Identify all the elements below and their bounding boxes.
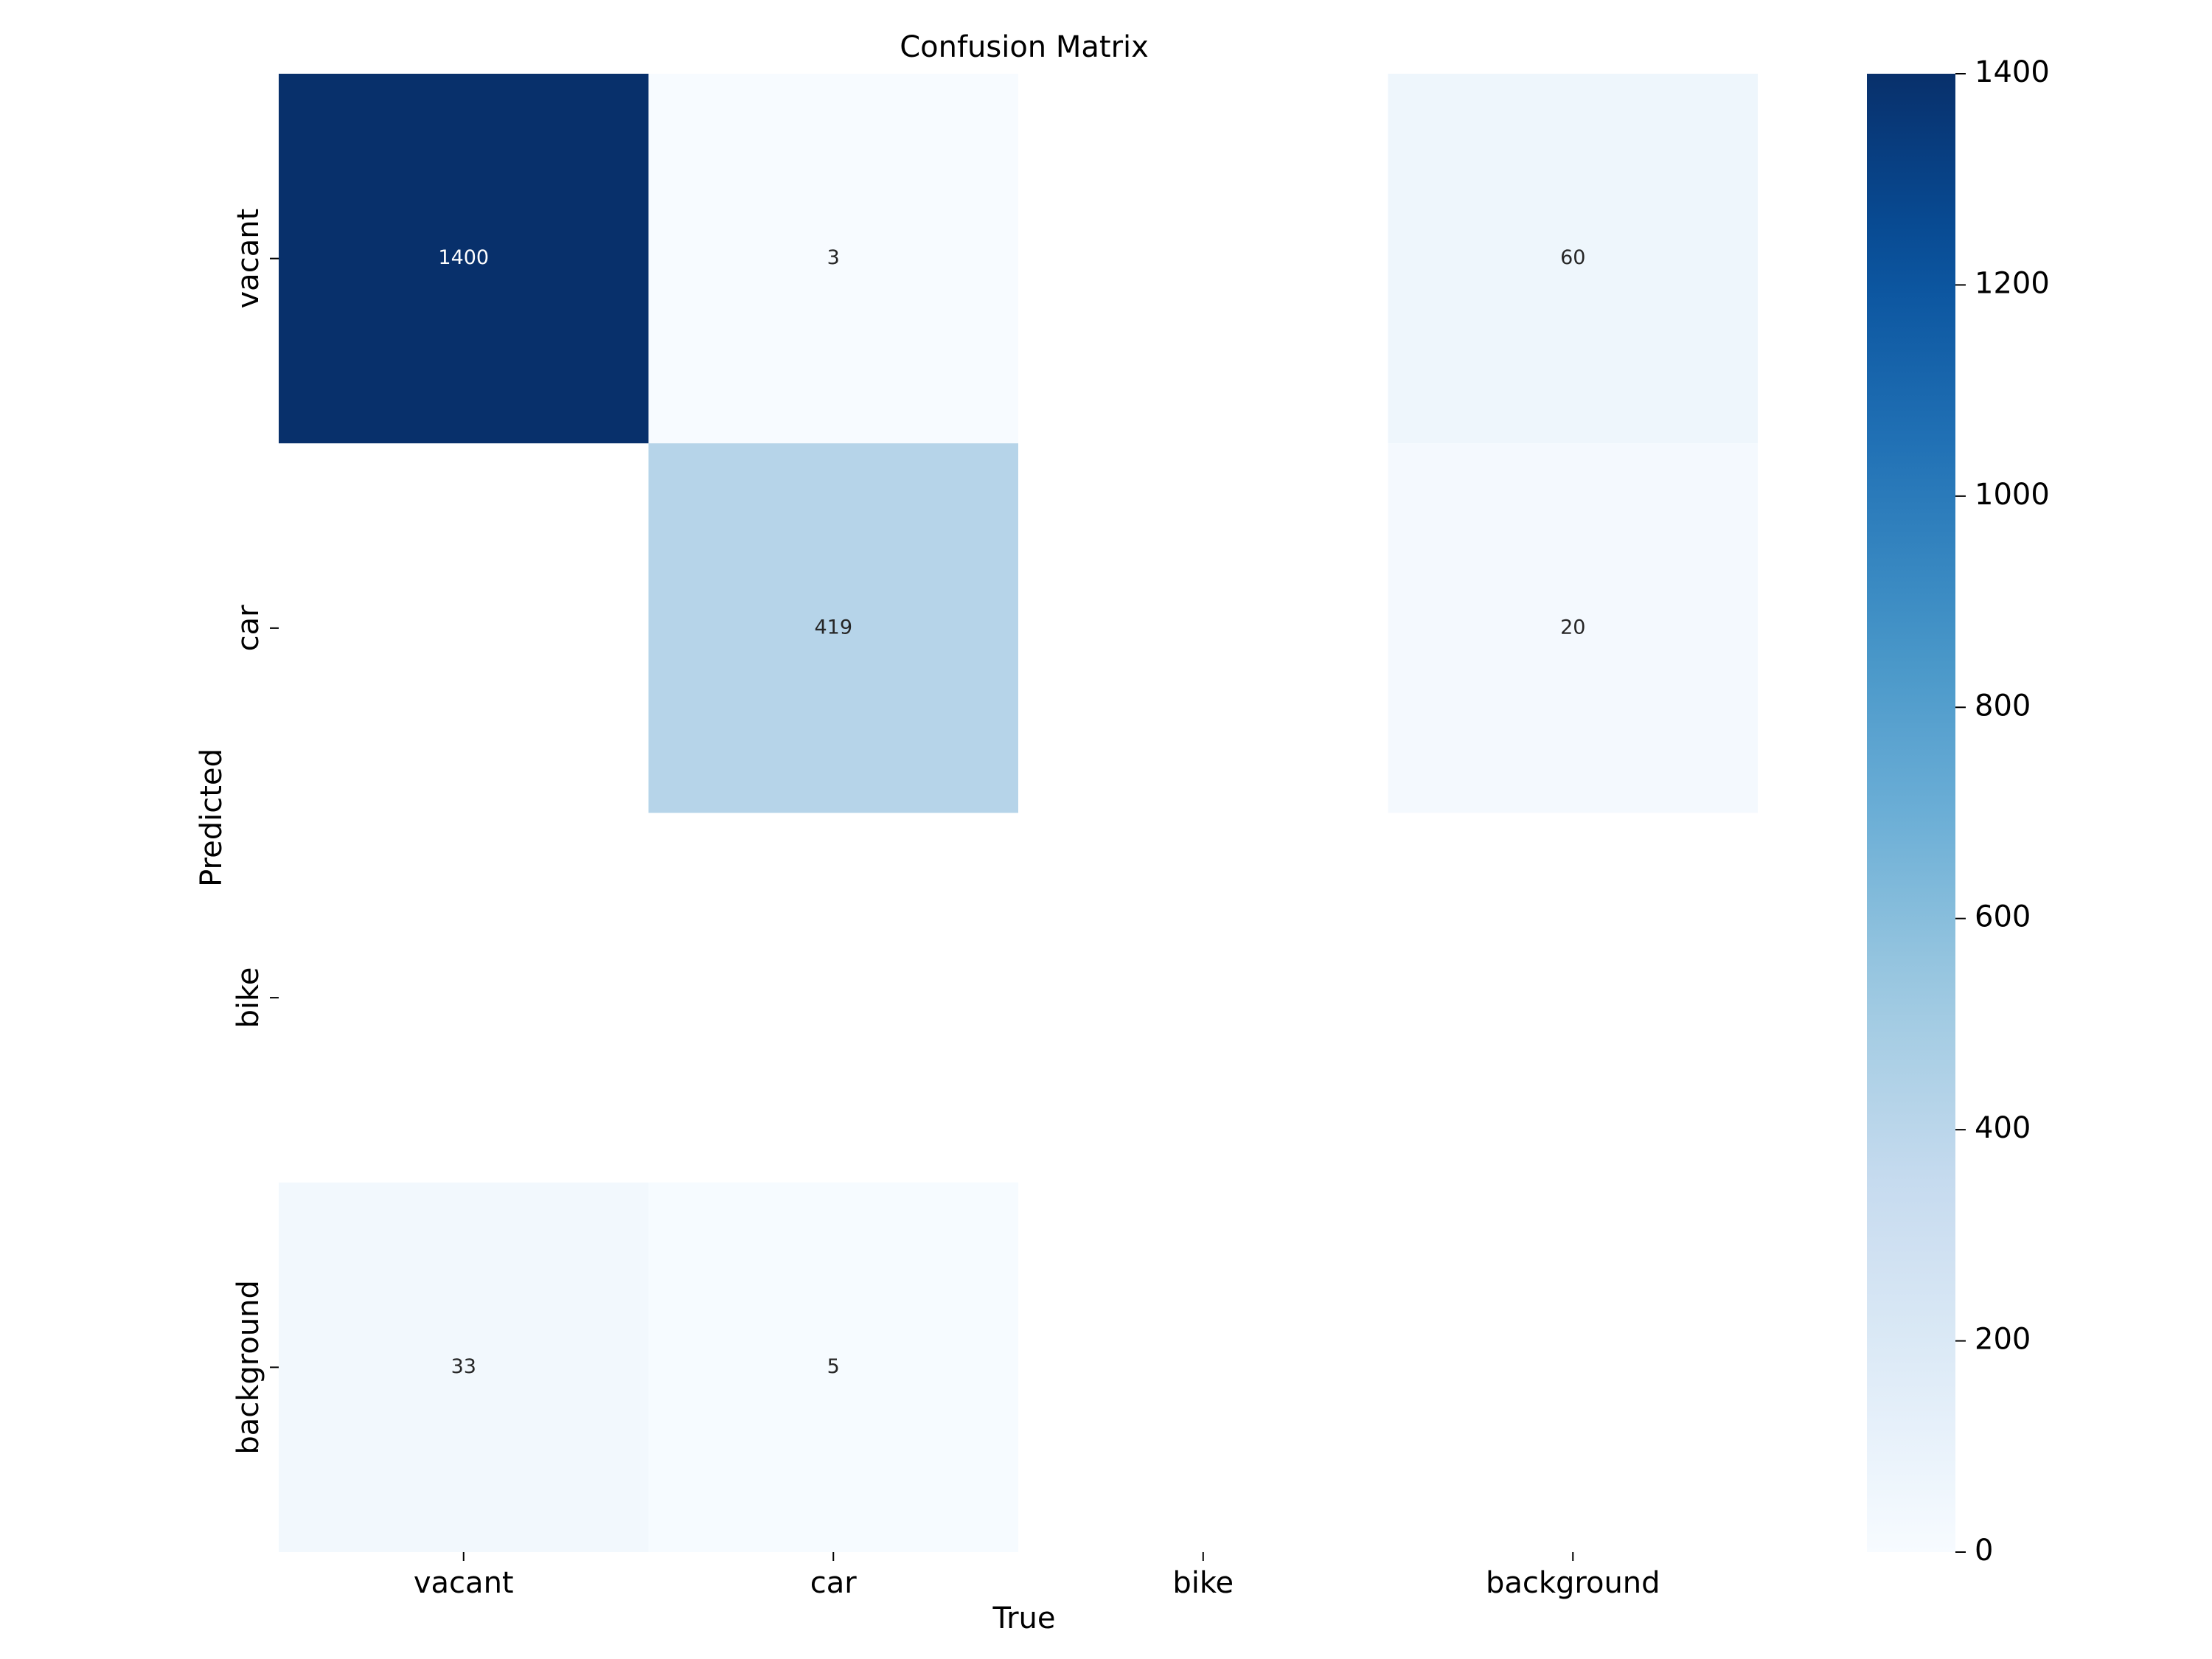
colorbar-tick-label: 600 xyxy=(1975,900,2031,934)
colorbar-ticks: 0 200 400 600 800 1000 1200 1400 xyxy=(1955,55,2050,1568)
cell-value-label: 33 xyxy=(451,1355,476,1378)
chart-title: Confusion Matrix xyxy=(900,30,1149,64)
x-axis: vacant car bike background xyxy=(414,1552,1660,1600)
cell-value-label: 60 xyxy=(1560,246,1585,269)
heatmap-cell-labels: 1400 3 60 419 20 33 5 xyxy=(438,246,1585,1378)
colorbar xyxy=(1867,74,1955,1552)
heatmap-cell-vacant-background xyxy=(1388,74,1758,444)
cell-value-label: 1400 xyxy=(438,246,489,269)
colorbar-tick-label: 800 xyxy=(1975,689,2031,723)
colorbar-tick-label: 1200 xyxy=(1975,266,2050,300)
cell-value-label: 419 xyxy=(814,616,852,639)
colorbar-tick-label: 0 xyxy=(1975,1534,1993,1568)
x-tick-label-car: car xyxy=(810,1566,858,1600)
y-tick-label-bike: bike xyxy=(232,967,265,1029)
heatmap-cell-background-vacant xyxy=(279,1182,649,1552)
x-tick-label-vacant: vacant xyxy=(414,1566,514,1600)
x-tick-label-background: background xyxy=(1486,1566,1660,1600)
y-axis-label: Predicted xyxy=(195,748,229,887)
colorbar-tick-label: 200 xyxy=(1975,1323,2031,1357)
heatmap-cell-car-background xyxy=(1388,443,1758,813)
y-tick-label-car: car xyxy=(232,605,265,652)
heatmap-cell-vacant-vacant xyxy=(279,74,649,444)
x-axis-label: True xyxy=(992,1601,1056,1635)
x-tick-label-bike: bike xyxy=(1172,1566,1234,1600)
heatmap-cell-background-car xyxy=(648,1182,1018,1552)
cell-value-label: 3 xyxy=(827,246,840,269)
cell-value-label: 5 xyxy=(827,1355,840,1378)
heatmap-cell-car-car xyxy=(648,443,1018,813)
y-tick-label-vacant: vacant xyxy=(232,209,265,309)
colorbar-tick-label: 400 xyxy=(1975,1111,2031,1145)
heatmap-cells xyxy=(279,74,1758,1552)
y-axis: vacant car bike background xyxy=(232,209,279,1455)
heatmap-cell-vacant-car xyxy=(648,74,1018,444)
colorbar-tick-label: 1000 xyxy=(1975,478,2050,512)
cell-value-label: 20 xyxy=(1560,616,1585,639)
y-tick-label-background: background xyxy=(232,1280,265,1455)
colorbar-tick-label: 1400 xyxy=(1975,55,2050,89)
